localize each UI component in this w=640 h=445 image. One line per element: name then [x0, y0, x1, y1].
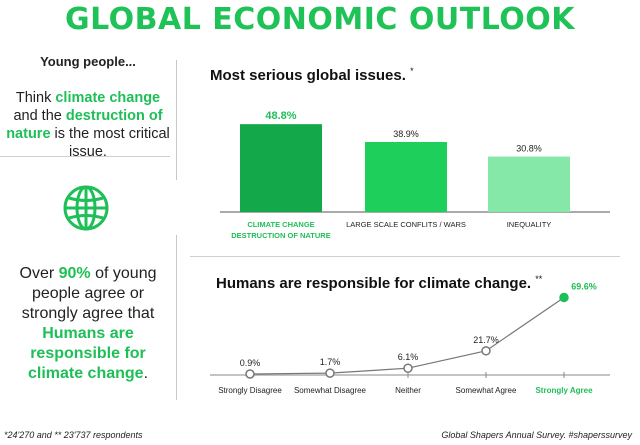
- young-people-heading: Young people...: [40, 54, 136, 69]
- think-pre: Think: [15, 90, 56, 106]
- think-post: is the most critical issue.: [50, 126, 170, 160]
- line-chart: 0.9% Strongly Disagree 1.7% Somewhat Disagr…: [210, 281, 610, 395]
- bar-chart-title-mark: *: [410, 66, 414, 76]
- divider-chart: [190, 256, 620, 257]
- bar-category-label: LARGE SCALE CONFLITS / WARS: [346, 220, 466, 229]
- divider-lower: [176, 235, 177, 400]
- x-category-label: Neither: [395, 386, 421, 395]
- bar-value-label: 30.8%: [516, 144, 542, 154]
- agreement-statement: Over 90% of young people agree or strong…: [6, 264, 170, 384]
- point-value-label: 69.6%: [571, 281, 597, 291]
- divider-left: [0, 156, 170, 157]
- bar-2: [365, 141, 447, 212]
- left-panel: Young people... Think climate change and…: [0, 44, 176, 414]
- x-category-label: Strongly Agree: [535, 386, 593, 395]
- x-category-label: Strongly Disagree: [218, 386, 282, 395]
- climate-change-highlight: climate change: [55, 90, 161, 106]
- data-point: [559, 292, 569, 303]
- bar-chart-title: Most serious global issues. *: [210, 66, 414, 84]
- bar-3: [488, 156, 570, 212]
- bar-value-label: 48.8%: [265, 110, 296, 122]
- ninety-percent: 90%: [58, 265, 91, 282]
- line-chart-title: Humans are responsible for climate chang…: [216, 274, 542, 292]
- x-category-label: Somewhat Disagree: [294, 386, 367, 395]
- think-statement: Think climate change and the destruction…: [6, 89, 170, 161]
- bar-category-label: DESTRUCTION OF NATURE: [231, 231, 330, 240]
- destruction-of-nature-highlight: destruction of nature: [6, 108, 163, 142]
- bar-category-label: CLIMATE CHANGE: [247, 220, 314, 229]
- over-post: .: [143, 365, 149, 382]
- data-point: [325, 368, 335, 378]
- line-chart-title-text: Humans are responsible for climate chang…: [216, 275, 532, 292]
- humans-responsible-highlight: Humans are responsible for climate chang…: [27, 325, 146, 382]
- over-mid: of young people agree or strongly agree …: [21, 265, 157, 322]
- page-title: GLOBAL ECONOMIC OUTLOOK: [64, 2, 576, 37]
- data-point: [245, 369, 255, 379]
- bar-chart: 48.8% CLIMATE CHANGE DESTRUCTION OF NATURE…: [220, 110, 610, 240]
- bar-chart-title-text: Most serious global issues.: [210, 67, 406, 84]
- line-chart-title-mark: **: [535, 274, 543, 284]
- globe-icon: [63, 185, 109, 231]
- data-point: [481, 346, 491, 356]
- x-category-label: Somewhat Agree: [456, 386, 517, 395]
- point-value-label: 6.1%: [398, 352, 419, 362]
- respondents-note: *24'270 and ** 23'737 respondents: [4, 430, 143, 440]
- series-line: [249, 296, 565, 375]
- data-point: [403, 363, 413, 373]
- bar-value-label: 38.9%: [393, 129, 419, 139]
- over-pre: Over: [19, 265, 59, 282]
- bar-category-label: INEQUALITY: [507, 220, 552, 229]
- divider-upper: [176, 60, 177, 180]
- point-value-label: 1.7%: [320, 357, 341, 367]
- point-value-label: 0.9%: [240, 358, 261, 368]
- point-value-label: 21.7%: [473, 335, 499, 345]
- source-note: Global Shapers Annual Survey. #shaperssu…: [441, 430, 632, 440]
- think-mid: and the: [13, 108, 66, 124]
- bar-1: [240, 124, 322, 212]
